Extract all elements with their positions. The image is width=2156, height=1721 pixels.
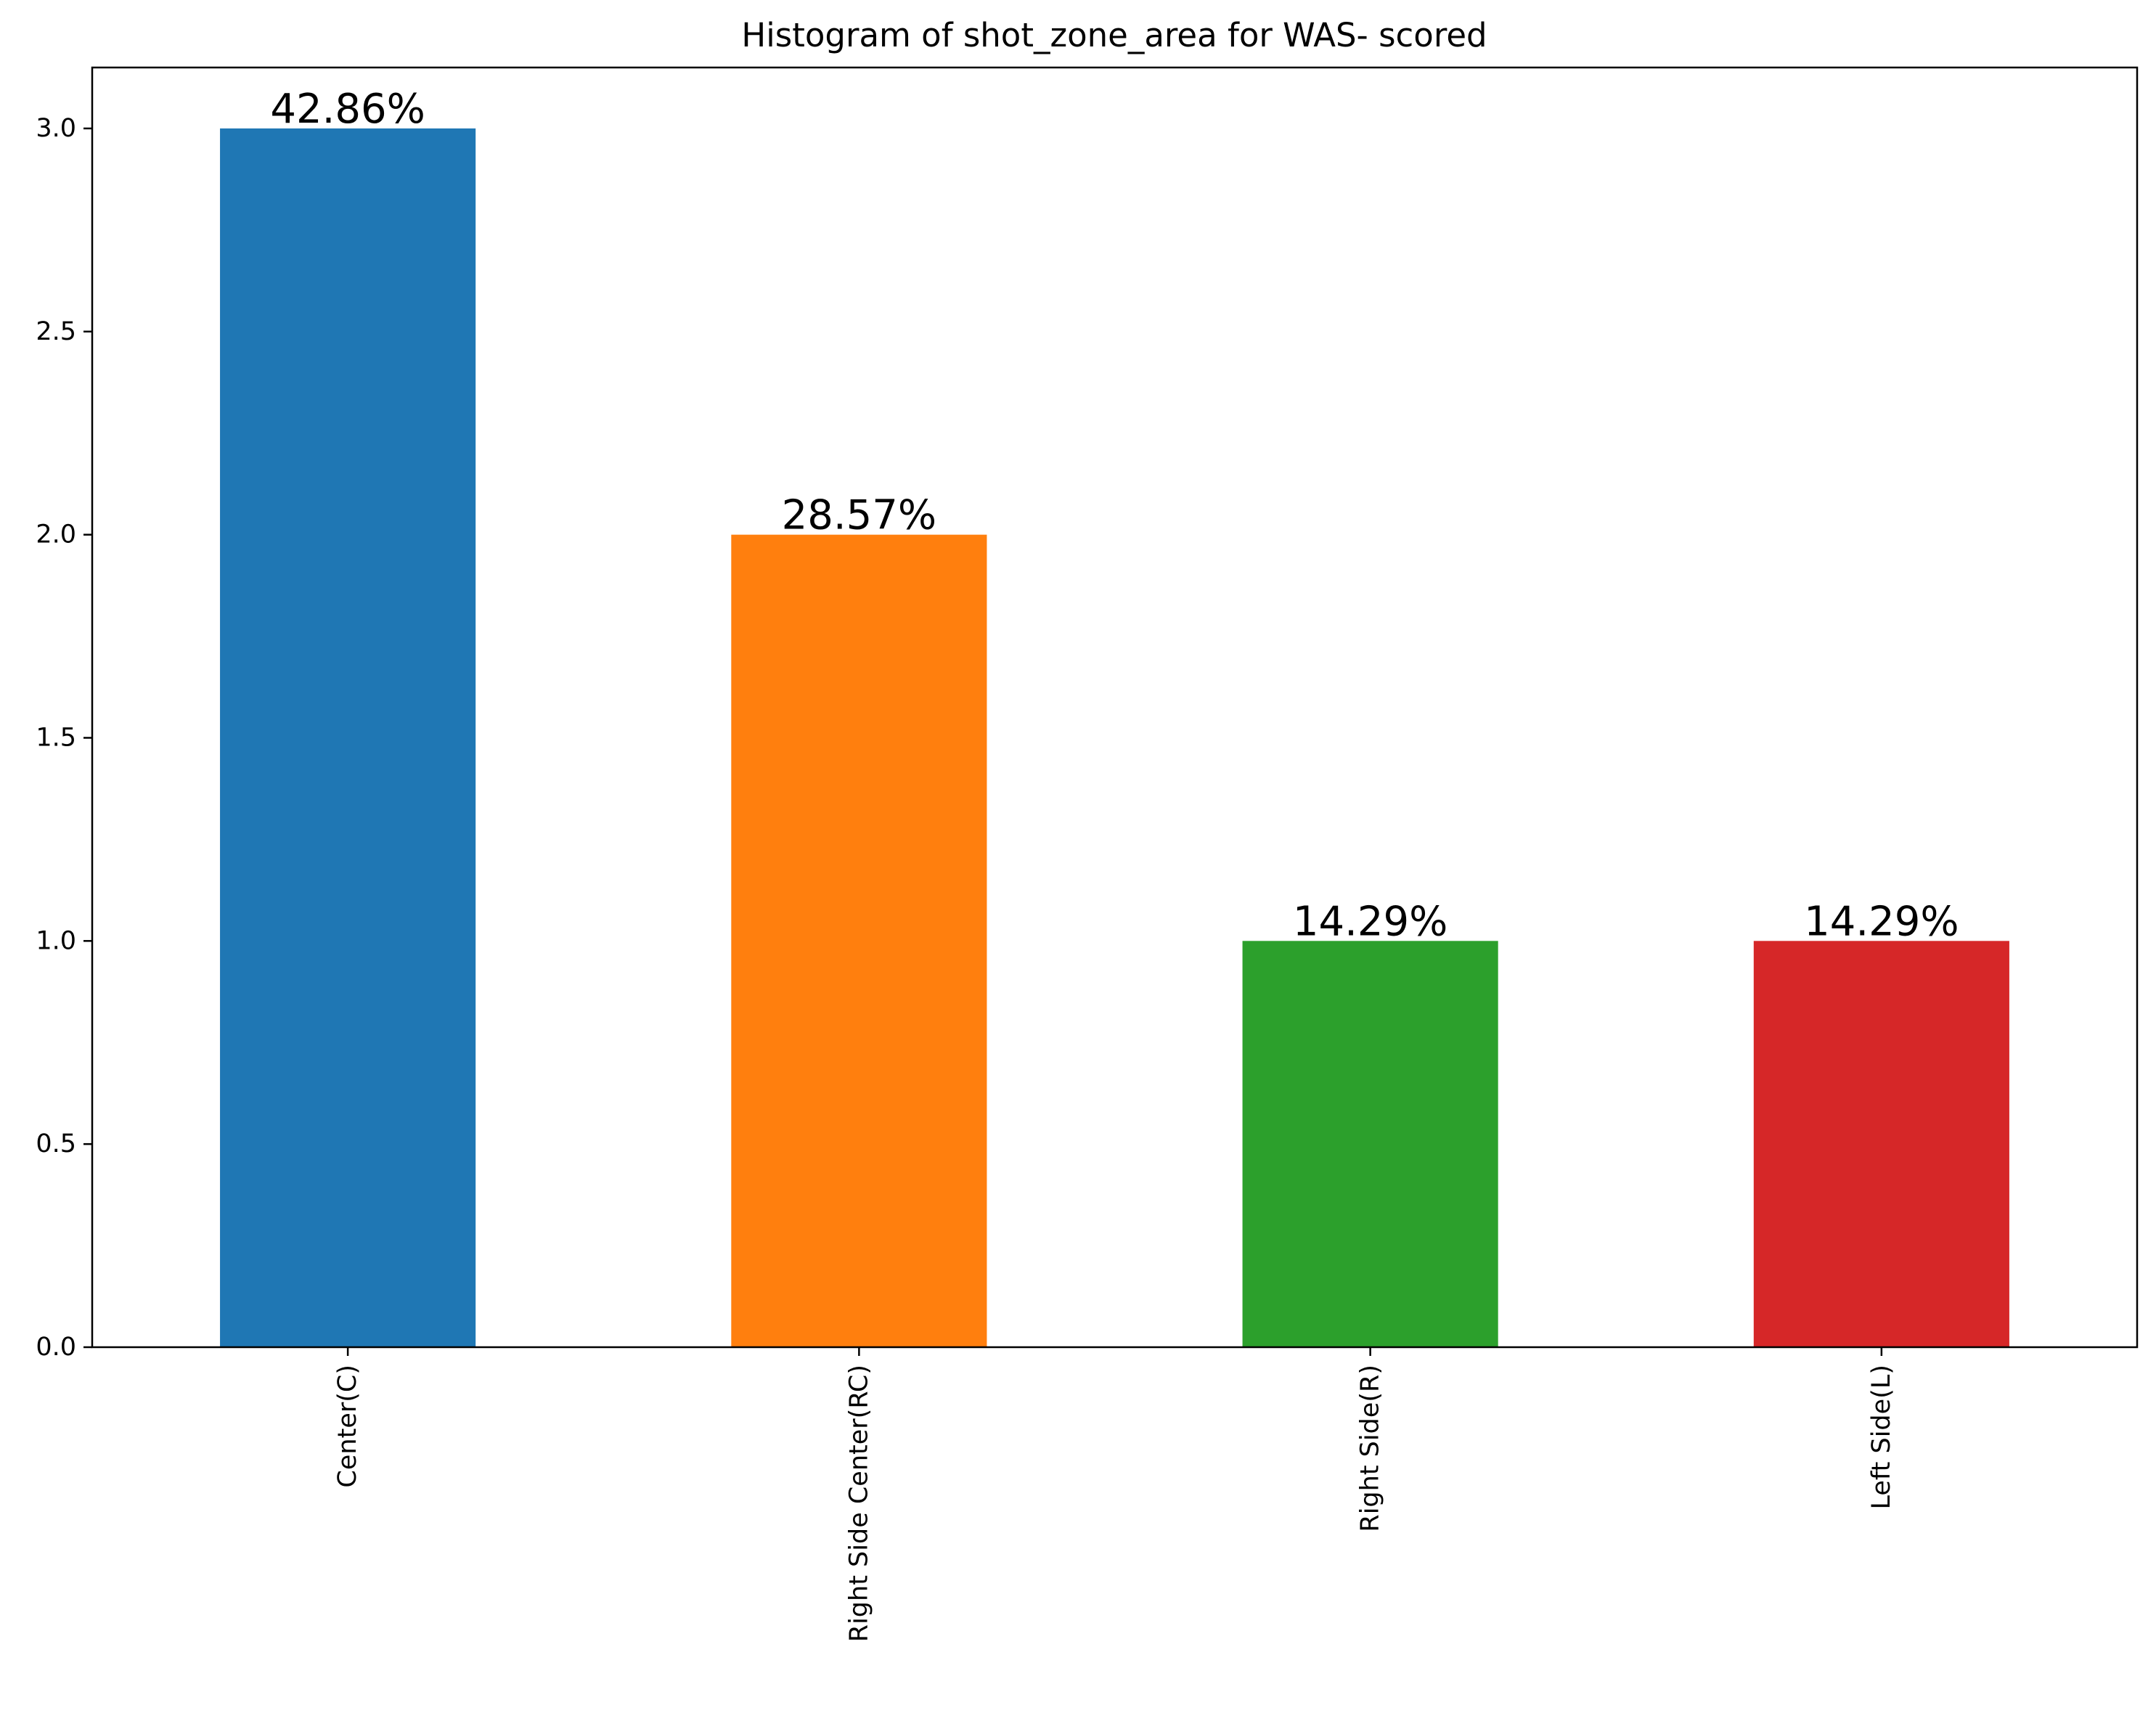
x-tick-label: Right Side Center(RC) bbox=[844, 1365, 873, 1642]
y-axis: 0.0 0.5 1.0 1.5 2.0 2.5 3.0 bbox=[36, 114, 92, 1362]
y-tick-label: 2.0 bbox=[36, 520, 76, 549]
data-label: 28.57% bbox=[782, 492, 937, 539]
x-tick-label: Left Side(L) bbox=[1867, 1365, 1896, 1509]
x-axis: Center(C) Right Side Center(RC) Right Side… bbox=[333, 1347, 1896, 1642]
y-tick-label: 3.0 bbox=[36, 114, 76, 143]
chart-title: Histogram of shot_zone_area for WAS- sco… bbox=[741, 16, 1487, 54]
bar bbox=[1242, 941, 1498, 1347]
plot-frame bbox=[91, 66, 2139, 1349]
y-tick-label: 2.5 bbox=[36, 317, 76, 346]
y-tick-label: 1.0 bbox=[36, 926, 76, 955]
bar bbox=[220, 128, 476, 1347]
data-label: 42.86% bbox=[270, 86, 425, 133]
y-tick-label: 0.0 bbox=[36, 1333, 76, 1362]
y-tick-label: 1.5 bbox=[36, 723, 76, 752]
bars-layer bbox=[220, 128, 2009, 1347]
bar bbox=[731, 534, 987, 1347]
x-tick-label: Right Side(R) bbox=[1356, 1365, 1385, 1532]
data-labels-layer: 42.86% 28.57% 14.29% 14.29% bbox=[270, 86, 1959, 945]
x-tick-label: Center(C) bbox=[333, 1365, 362, 1488]
data-label: 14.29% bbox=[1293, 898, 1448, 945]
bar bbox=[1753, 941, 2009, 1347]
data-label: 14.29% bbox=[1804, 898, 1959, 945]
y-tick-label: 0.5 bbox=[36, 1129, 76, 1158]
